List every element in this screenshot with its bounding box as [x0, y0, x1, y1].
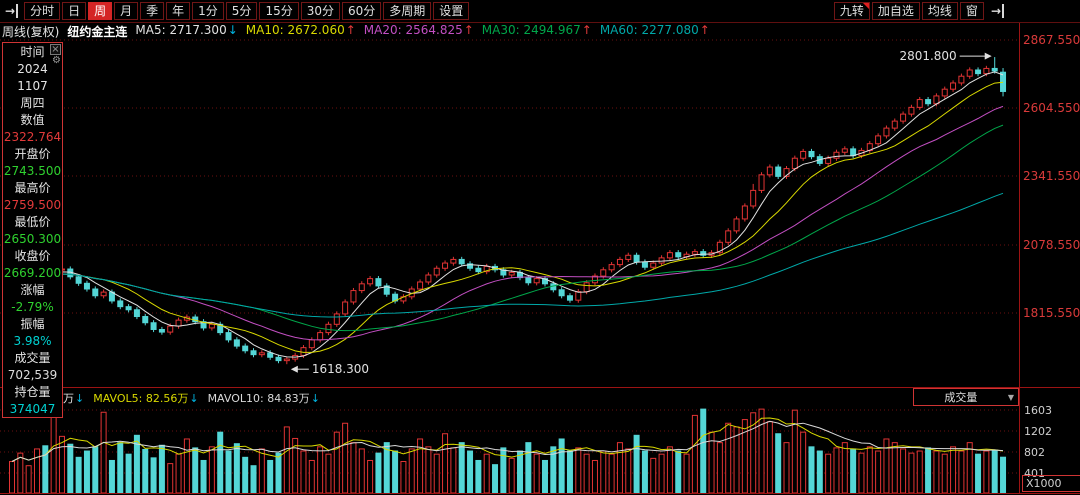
panel-line: 2322.764 — [3, 129, 62, 144]
panel-line: 3.98% — [13, 333, 52, 348]
panel-line: 2759.500 — [3, 197, 62, 212]
tab-year[interactable]: 年 — [166, 2, 191, 20]
panel-line: -2.79% — [11, 299, 54, 314]
tab-min30[interactable]: 30分 — [300, 2, 340, 20]
chevron-down-icon: ▼ — [1007, 392, 1014, 402]
volume-scale-label: X1000 — [1022, 475, 1080, 492]
up-arrow-icon: ↑ — [463, 23, 474, 37]
period-toolbar: → 分时日周月季年 1分 5分 15分 30分 60分 多周期 设置 九转 加自选 均线窗 → — [0, 0, 1080, 23]
tab-settings[interactable]: 设置 — [433, 2, 470, 20]
panel-line: 2024 — [17, 61, 48, 76]
chart-header-ma-readout: 周线(复权) 纽约金主连 MA5: 2717.300↓ MA10: 2672.060↑… — [2, 23, 718, 39]
panel-line: 2743.500 — [3, 163, 62, 178]
header-segment: MA5: 2717.300↓ — [135, 23, 238, 37]
down-arrow-icon: ↓ — [189, 392, 199, 405]
price-axis-label: 2604.550 — [1023, 101, 1080, 115]
panel-line: 数值 — [20, 113, 45, 127]
header-segment: MA20: 2564.825↑ — [363, 23, 474, 37]
new-badge-triangle — [862, 3, 869, 9]
price-axis-label: 2341.550 — [1023, 169, 1080, 183]
ma-lines-button[interactable]: 均线 — [921, 2, 958, 20]
header-segment: 纽约金主连 — [67, 25, 128, 39]
down-arrow-icon: ↓ — [227, 23, 238, 37]
tab-min15[interactable]: 15分 — [259, 2, 299, 20]
panel-line: 374047 — [9, 401, 56, 416]
volume-header-segment: MAVOL10: 84.83万↓ — [207, 392, 320, 405]
data-info-panel: × ⚙ 时间 2024 1107 周四数值 2322.764 开盘价 2743.500 最高价… — [2, 42, 63, 418]
tab-min60[interactable]: 60分 — [342, 2, 382, 20]
volume-header-segment: 万↓ — [63, 392, 85, 405]
volume-axis-label: 1603 — [1024, 404, 1052, 417]
tab-min5[interactable]: 5分 — [225, 2, 258, 20]
tab-min1[interactable]: 1分 — [192, 2, 224, 20]
tab-quarter[interactable]: 季 — [140, 2, 165, 20]
panel-line: 涨幅 — [20, 283, 45, 297]
skip-to-bar-icon-right[interactable]: → — [991, 4, 1004, 18]
tab-intraday[interactable]: 分时 — [24, 2, 61, 20]
tab-month[interactable]: 月 — [114, 2, 139, 20]
panel-line: 持仓量 — [14, 385, 51, 399]
panel-line: 2650.300 — [3, 231, 62, 246]
down-arrow-icon: ↓ — [310, 392, 320, 405]
volume-indicator-label: 成交量 — [944, 391, 978, 404]
panel-line: 周四 — [20, 96, 45, 110]
header-segment: MA60: 2277.080↑ — [599, 23, 710, 37]
volume-indicator-dropdown[interactable]: 成交量 ▼ — [913, 388, 1019, 406]
price-axis-label: 2078.550 — [1023, 238, 1080, 252]
panel-line: 成交量 — [14, 351, 51, 365]
price-axis-label: 1815.550 — [1023, 306, 1080, 320]
panel-line: 时间 — [20, 45, 45, 59]
volume-header-segment: MAVOL5: 82.56万↓ — [93, 392, 199, 405]
panel-line: 最低价 — [14, 215, 51, 229]
tab-multi-period[interactable]: 多周期 — [383, 2, 432, 20]
volume-axis-label: 1202 — [1024, 425, 1052, 438]
low-annotation: 1618.300 — [312, 362, 369, 376]
panel-line: 收盘价 — [14, 249, 51, 263]
close-icon[interactable]: × — [50, 44, 61, 55]
down-arrow-icon: ↓ — [75, 392, 85, 405]
gear-icon[interactable]: ⚙ — [52, 55, 61, 66]
add-watchlist-button[interactable]: 加自选 — [871, 2, 920, 20]
header-segment: 周线(复权) — [2, 25, 60, 39]
tab-week[interactable]: 周 — [88, 2, 113, 20]
header-segment: MA30: 2494.967↑ — [481, 23, 592, 37]
panel-line: 开盘价 — [14, 147, 51, 161]
up-arrow-icon: ↑ — [581, 23, 592, 37]
period-tabs: 分时日周月季年 1分 5分 15分 30分 60分 多周期 设置 — [24, 2, 471, 20]
tab-day[interactable]: 日 — [62, 2, 87, 20]
panel-line: 702,539 — [7, 367, 58, 382]
volume-axis-label: 802 — [1024, 446, 1045, 459]
header-segment: MA10: 2672.060↑ — [245, 23, 356, 37]
nine-turn-button[interactable]: 九转 — [833, 2, 870, 20]
price-axis-label: 2867.550 — [1023, 33, 1080, 47]
panel-line: 最高价 — [14, 181, 51, 195]
high-annotation: 2801.800 — [899, 49, 956, 63]
window-button[interactable]: 窗 — [959, 2, 984, 20]
volume-axis-label: 401 — [1024, 467, 1045, 480]
skip-to-bar-icon-left[interactable]: → — [5, 4, 19, 18]
panel-line: 1107 — [17, 78, 48, 93]
up-arrow-icon: ↑ — [699, 23, 710, 37]
panel-line: 振幅 — [20, 317, 45, 331]
up-arrow-icon: ↑ — [345, 23, 356, 37]
toolbar-right-buttons: 九转 加自选 均线窗 — [833, 2, 986, 20]
panel-line: 2669.200 — [3, 265, 62, 280]
volume-ma-readout: 万↓ MAVOL5: 82.56万↓ MAVOL10: 84.83万↓ — [63, 390, 329, 405]
